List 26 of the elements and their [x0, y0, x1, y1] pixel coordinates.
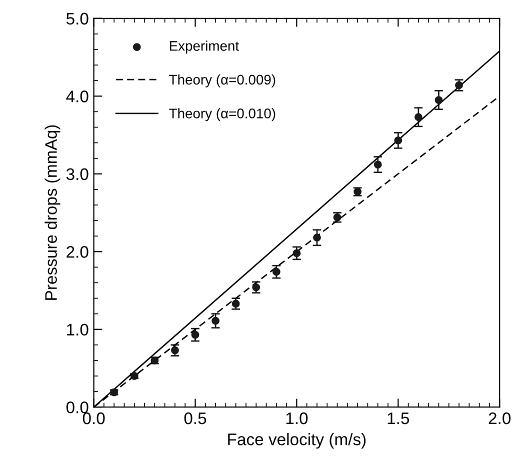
point: [394, 136, 402, 144]
point: [191, 330, 200, 339]
point: [313, 234, 321, 242]
point: [434, 96, 443, 104]
y-tick-label: 1.0: [67, 324, 88, 336]
point: [414, 113, 422, 122]
point: [292, 249, 301, 258]
legend-label: Theory (α=0.010): [169, 108, 276, 122]
x-axis-title: Face velocity (m/s): [228, 433, 366, 449]
point: [252, 283, 260, 292]
point: [212, 316, 220, 325]
x-tick-label: 1.0: [286, 412, 308, 424]
point: [272, 268, 280, 276]
y-tick-label: 5.0: [66, 12, 88, 25]
y-tick-label: 2.0: [66, 246, 88, 258]
point: [374, 160, 382, 169]
y-tick-label: 0.0: [66, 402, 88, 414]
legend-label: Theory (α=0.009): [169, 74, 276, 88]
x-tick-label: 0.0: [82, 412, 105, 424]
y-axis-title: Pressure drops (mmAq): [44, 125, 60, 300]
y-tick-label: 3.0: [66, 168, 88, 180]
y-tick-label: 4.0: [66, 90, 88, 102]
x-tick-label: 2.0: [488, 412, 511, 424]
x-tick-label: 1.5: [388, 412, 410, 424]
x-tick-label: 0.5: [184, 412, 206, 424]
legend-label: Experiment: [170, 40, 239, 54]
